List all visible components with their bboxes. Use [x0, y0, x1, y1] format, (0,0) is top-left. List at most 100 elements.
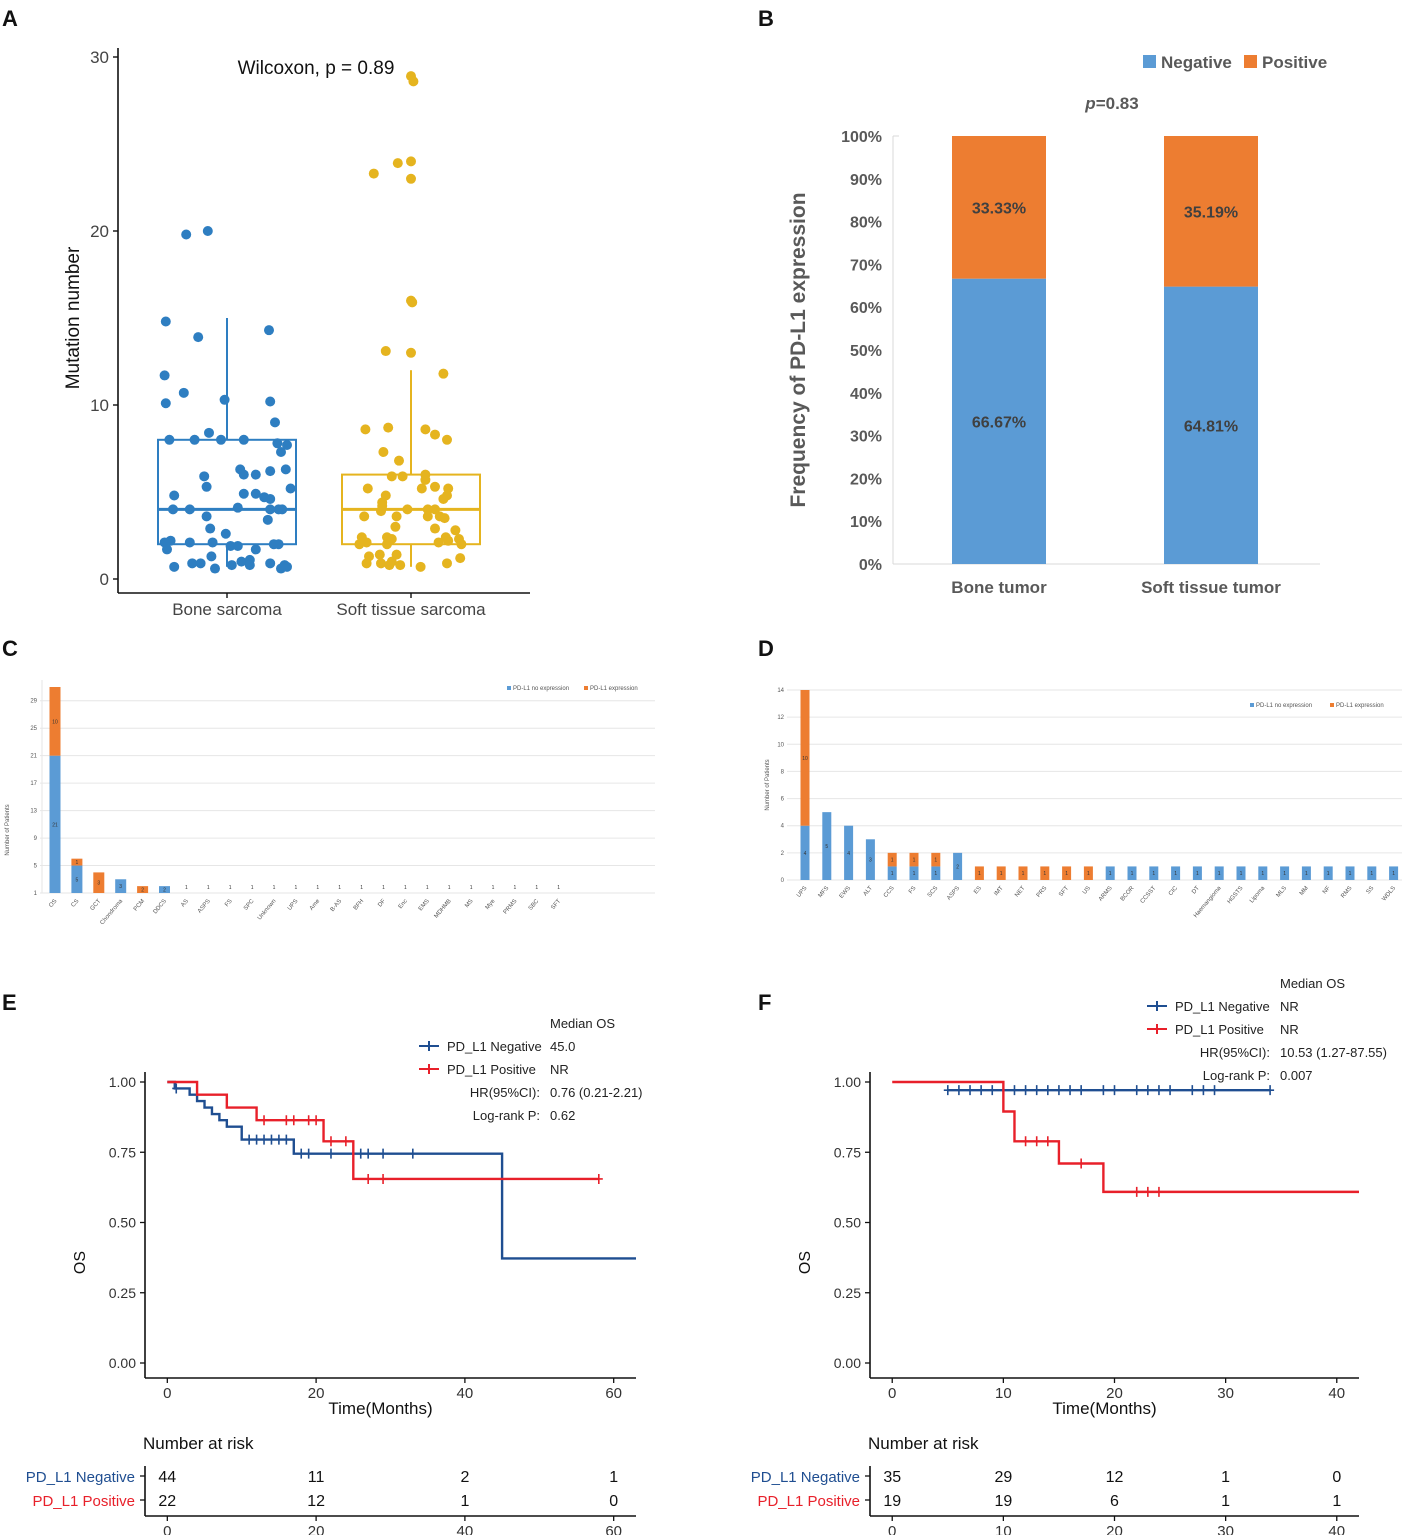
data-point	[162, 544, 172, 555]
data-point	[406, 347, 416, 358]
bar-data-label: 1	[934, 858, 937, 864]
data-point	[250, 469, 261, 480]
bar-segment-negative	[952, 278, 1046, 564]
bar-segment-no-expression	[844, 825, 854, 880]
bar-segment-positive	[1164, 136, 1258, 287]
bar-segment-no-expression	[1192, 866, 1202, 880]
data-point	[390, 521, 401, 532]
x-tick-label: IMT	[993, 885, 1004, 897]
legend-label: PD-L1 no expression	[1256, 703, 1312, 709]
bar-data-label: 1	[251, 885, 254, 891]
risk-count: 1	[460, 1493, 469, 1510]
box	[157, 438, 297, 546]
risk-count: 11	[308, 1469, 325, 1486]
bar-data-label: 1	[76, 860, 79, 866]
legend-label: PD_L1 Positive	[447, 1062, 536, 1077]
data-point	[244, 560, 255, 571]
data-point	[280, 464, 291, 475]
bar-data-label: 1	[1305, 871, 1308, 877]
y-tick-label: 70%	[850, 257, 882, 274]
bar-segment-no-expression	[1214, 866, 1224, 880]
data-point	[169, 490, 180, 501]
censor-mark	[245, 1134, 254, 1145]
bar-segment-expression	[887, 852, 897, 867]
y-tick-label: 0.25	[109, 1285, 136, 1301]
data-point	[204, 427, 214, 438]
bar-segment-expression	[49, 687, 61, 756]
x-tick-label: SBC	[528, 898, 541, 912]
bar-data-label: 1	[1043, 871, 1046, 877]
x-tick-label: SS	[1366, 885, 1376, 895]
bar-data-label: 1	[1022, 871, 1025, 877]
data-point	[442, 558, 452, 569]
censor-mark	[379, 1148, 388, 1159]
x-tick-label: Enc	[398, 898, 409, 910]
x-tick-label: Lipoma	[1249, 885, 1267, 904]
censor-mark	[1132, 1186, 1141, 1197]
y-tick-label: 25	[30, 726, 37, 732]
x-tick-label: PRS	[1036, 885, 1049, 898]
bar-segment-no-expression	[1323, 866, 1333, 880]
km-curve-pd-l1-positive	[167, 1080, 599, 1181]
censor-mark	[1266, 1085, 1275, 1096]
x-tick-label: Ame	[309, 898, 322, 912]
legend-median-value: NR	[1280, 999, 1299, 1014]
bar-segment-expression	[1040, 866, 1050, 880]
bar-data-label: 1	[338, 885, 341, 891]
p-value-title: p=0.83	[1084, 94, 1138, 113]
data-point	[189, 434, 200, 445]
x-tick-label: Unknown	[257, 898, 278, 921]
risk-count: 0	[609, 1493, 618, 1510]
data-point	[195, 558, 206, 569]
data-point	[391, 511, 402, 522]
bar-data-label: 2	[163, 888, 166, 894]
censor-mark	[282, 1115, 291, 1126]
legend-label: PD-L1 expression	[590, 686, 638, 692]
data-point	[384, 560, 395, 571]
bar-data-label: 1	[360, 885, 363, 891]
censor-mark	[1066, 1085, 1075, 1096]
bar-data-label: 1	[1065, 871, 1068, 877]
legend-label: PD_L1 Negative	[447, 1039, 542, 1054]
legend-marker	[419, 1064, 439, 1074]
data-point	[201, 481, 212, 492]
risk-row-label: PD_L1 Positive	[757, 1493, 860, 1510]
bar-data-label: 1	[316, 885, 319, 891]
data-point	[422, 511, 433, 522]
data-point	[443, 535, 454, 546]
y-tick-label: 60%	[850, 300, 882, 317]
censor-mark	[289, 1115, 298, 1126]
bar-segment-no-expression	[1127, 866, 1137, 880]
data-point	[439, 513, 450, 524]
censor-mark	[1043, 1136, 1052, 1147]
bar-data-label: 1	[1000, 871, 1003, 877]
bar-data-label: 1	[1174, 871, 1177, 877]
bar-data-label: 1	[1392, 871, 1395, 877]
bar-segment-no-expression	[909, 866, 919, 880]
censor-mark	[1210, 1085, 1219, 1096]
y-tick-label: 10	[90, 396, 109, 415]
legend-label: Positive	[1262, 53, 1327, 72]
y-tick-label: 0.75	[109, 1144, 136, 1160]
data-point	[264, 325, 274, 336]
y-axis-title: Frequency of PD-L1 expression	[787, 192, 810, 507]
data-point	[272, 438, 283, 449]
bar-segment-no-expression	[1149, 866, 1159, 880]
data-point	[368, 168, 379, 179]
y-axis-title: Number of Patients	[765, 759, 771, 810]
x-axis-title: Time(Months)	[1052, 1399, 1156, 1418]
x-tick-label: SFT	[1058, 885, 1070, 898]
risk-count: 35	[883, 1469, 901, 1486]
censor-mark	[379, 1173, 388, 1184]
censor-mark	[943, 1085, 952, 1096]
legend-stat-value: 10.53 (1.27-87.55)	[1280, 1045, 1387, 1060]
data-point	[406, 156, 416, 167]
bar-segment-no-expression	[822, 812, 832, 880]
y-tick-label: 0.50	[834, 1215, 861, 1231]
data-point	[265, 504, 276, 515]
data-point	[415, 561, 426, 572]
risk-row-label: PD_L1 Negative	[26, 1469, 135, 1486]
risk-count: 29	[994, 1469, 1012, 1486]
y-tick-label: 2	[781, 851, 785, 857]
